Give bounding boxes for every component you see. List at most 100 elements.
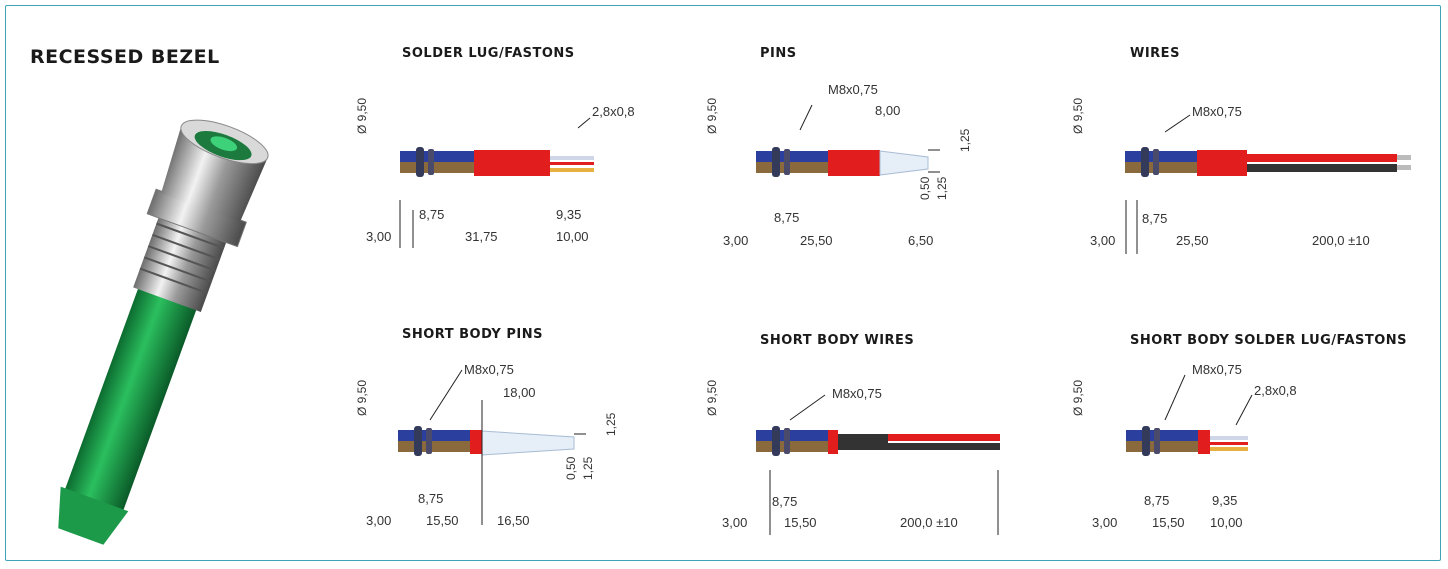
wire-red xyxy=(888,434,1000,441)
dim-label: 200,0 ±10 xyxy=(900,515,958,530)
wire-tip xyxy=(1397,165,1411,170)
lug xyxy=(550,156,594,160)
dim-label: 1,25 xyxy=(935,176,949,200)
red-sleeve xyxy=(474,150,550,176)
lug xyxy=(550,168,594,172)
green-body xyxy=(61,281,199,519)
variant-title-short-wires: SHORT BODY WIRES xyxy=(760,333,915,348)
nut xyxy=(1141,147,1149,177)
dim-label: 8,75 xyxy=(772,494,798,509)
variant-title-wires: WIRES xyxy=(1130,46,1180,61)
dia-label: Ø 9,50 xyxy=(355,379,369,416)
dia-label: Ø 9,50 xyxy=(1071,97,1085,134)
diagram-frame xyxy=(5,5,1441,561)
dim-line xyxy=(577,117,591,129)
dim-label: 15,50 xyxy=(784,515,817,530)
bezel-top xyxy=(398,430,470,441)
red-band xyxy=(1198,430,1210,454)
main-title: RECESSED BEZEL xyxy=(30,46,220,68)
dim-line xyxy=(799,104,813,131)
dim-label: 3,00 xyxy=(366,513,392,528)
washer xyxy=(426,428,432,454)
pins xyxy=(879,150,929,176)
terminal-label: 18,00 xyxy=(503,385,536,400)
dim-label: 25,50 xyxy=(1176,233,1209,248)
dim-label: 15,50 xyxy=(1152,515,1185,530)
thread-label: M8x0,75 xyxy=(1192,362,1242,377)
dim-label: 8,75 xyxy=(1142,211,1168,226)
dim-label: 25,50 xyxy=(800,233,833,248)
dia-label: Ø 9,50 xyxy=(355,97,369,134)
dim-label: 1,25 xyxy=(581,456,595,480)
variant-title-pins: PINS xyxy=(760,46,797,61)
red-sleeve xyxy=(828,150,880,176)
dim-line xyxy=(1164,374,1186,421)
body-bottom xyxy=(1126,441,1198,452)
dim-label: 10,00 xyxy=(1210,515,1243,530)
nut xyxy=(772,426,780,456)
bezel-top xyxy=(756,430,828,441)
wire-sleeve xyxy=(838,434,888,450)
bezel-top xyxy=(756,151,828,162)
bezel-top xyxy=(1126,430,1198,441)
lug xyxy=(1210,436,1248,440)
washer xyxy=(784,428,790,454)
lug xyxy=(1210,442,1248,445)
nut xyxy=(416,147,424,177)
variant-title-short-pins: SHORT BODY PINS xyxy=(402,327,543,342)
thread-label: M8x0,75 xyxy=(832,386,882,401)
wire-red xyxy=(1247,154,1397,162)
body-bottom xyxy=(1125,162,1197,173)
body-bottom xyxy=(398,441,470,452)
dim-line xyxy=(789,394,826,421)
dim-label: 3,00 xyxy=(1090,233,1116,248)
dim-label: 10,00 xyxy=(556,229,589,244)
body-bottom xyxy=(400,162,474,173)
dim-label: 1,25 xyxy=(604,412,618,436)
body-bottom xyxy=(756,162,828,173)
dim-line xyxy=(1164,114,1191,133)
variant-title-solder-lug: SOLDER LUG/FASTONS xyxy=(402,46,575,61)
red-band xyxy=(828,430,838,454)
washer xyxy=(784,149,790,175)
thread-label: M8x0,75 xyxy=(464,362,514,377)
terminal-label: 8,00 xyxy=(875,103,901,118)
dim-label: 15,50 xyxy=(426,513,459,528)
dim-line xyxy=(429,369,463,421)
lug xyxy=(1210,447,1248,451)
dim-label: 3,00 xyxy=(722,515,748,530)
dim-label: 8,75 xyxy=(419,207,445,222)
dim-label: 3,00 xyxy=(723,233,749,248)
dim-label: 0,50 xyxy=(918,176,932,200)
dim-label: 3,00 xyxy=(366,229,392,244)
dim-label: 8,75 xyxy=(418,491,444,506)
wire-black xyxy=(1247,164,1397,172)
terminal-label: 2,8x0,8 xyxy=(592,104,635,119)
dim-label: 9,35 xyxy=(1212,493,1238,508)
nut xyxy=(772,147,780,177)
red-sleeve xyxy=(1197,150,1247,176)
dim-label: 8,75 xyxy=(774,210,800,225)
variant-title-short-solder-lug: SHORT BODY SOLDER LUG/FASTONS xyxy=(1130,333,1408,348)
thread-label: M8x0,75 xyxy=(828,82,878,97)
washer xyxy=(1153,149,1159,175)
nut xyxy=(1142,426,1150,456)
dia-label: Ø 9,50 xyxy=(1071,379,1085,416)
threaded-body xyxy=(133,214,228,313)
dim-label: 8,75 xyxy=(1144,493,1170,508)
dim-line xyxy=(1235,394,1253,426)
pins xyxy=(481,430,575,456)
red-band xyxy=(470,430,482,454)
dim-label: 1,25 xyxy=(958,128,972,152)
dim-label: 200,0 ±10 xyxy=(1312,233,1370,248)
bezel-top xyxy=(1125,151,1197,162)
washer xyxy=(428,149,434,175)
thread-label: M8x0,75 xyxy=(1192,104,1242,119)
dim-label: 16,50 xyxy=(497,513,530,528)
dim-label: 31,75 xyxy=(465,229,498,244)
bezel-top xyxy=(400,151,474,162)
dim-label: 6,50 xyxy=(908,233,934,248)
body-bottom xyxy=(756,441,828,452)
dim-label: 3,00 xyxy=(1092,515,1118,530)
